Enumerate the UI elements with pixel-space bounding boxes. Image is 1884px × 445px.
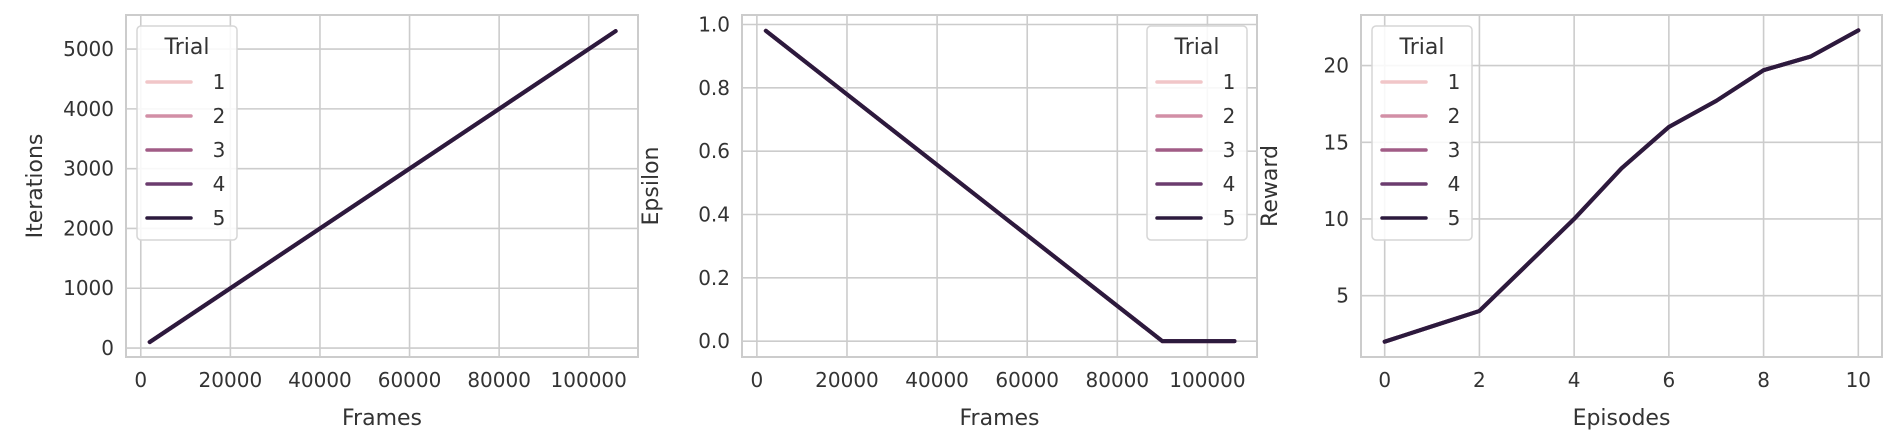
legend-label-trial-1: 1 — [213, 70, 226, 94]
x-tick-label: 20000 — [815, 368, 879, 392]
legend-label-trial-3: 3 — [213, 138, 226, 162]
x-tick-label: 10 — [1846, 368, 1871, 392]
y-tick-label: 1000 — [63, 276, 114, 300]
y-tick-label: 1.0 — [698, 13, 730, 37]
series-line-trial-5 — [1382, 28, 1861, 344]
x-tick-label: 40000 — [288, 368, 352, 392]
x-tick-label: 80000 — [1086, 368, 1150, 392]
x-tick-label: 100000 — [551, 368, 627, 392]
y-tick-label: 5000 — [63, 37, 114, 61]
x-tick-label: 0 — [1378, 368, 1391, 392]
y-tick-label: 0 — [101, 336, 114, 360]
y-tick-label: 0.8 — [698, 76, 730, 100]
y-tick-label: 10 — [1324, 207, 1349, 231]
legend-title: Trial — [1399, 35, 1445, 60]
legend-title: Trial — [1174, 35, 1220, 60]
legend-label-trial-3: 3 — [1223, 138, 1236, 162]
plot-frame — [125, 14, 639, 358]
legend-box — [1146, 25, 1248, 241]
y-tick-label: 0.0 — [698, 329, 730, 353]
plot-frame — [741, 14, 1258, 358]
legend-label-trial-1: 1 — [1448, 70, 1461, 94]
y-tick-label: 2000 — [63, 216, 114, 240]
y-axis-label: Epsilon — [639, 147, 664, 226]
legend-label-trial-4: 4 — [1223, 172, 1236, 196]
legend-title: Trial — [164, 35, 210, 60]
x-axis-label: Frames — [342, 406, 422, 431]
x-tick-label: 4 — [1568, 368, 1581, 392]
x-axis-label: Episodes — [1573, 406, 1671, 431]
y-tick-label: 0.2 — [698, 266, 730, 290]
legend-label-trial-5: 5 — [213, 206, 226, 230]
series-line-trial-5 — [147, 29, 618, 345]
x-tick-label: 6 — [1662, 368, 1675, 392]
y-tick-label: 3000 — [63, 157, 114, 181]
legend-box — [136, 25, 238, 241]
legend-label-trial-2: 2 — [213, 104, 226, 128]
legend-box — [1371, 25, 1473, 241]
x-axis-label: Frames — [959, 406, 1039, 431]
legend-label-trial-5: 5 — [1223, 206, 1236, 230]
series-line-trial-5 — [763, 28, 1237, 344]
legend-label-trial-5: 5 — [1448, 206, 1461, 230]
y-tick-label: 15 — [1324, 130, 1349, 154]
x-tick-label: 8 — [1757, 368, 1770, 392]
legend-label-trial-2: 2 — [1223, 104, 1236, 128]
legend-label-trial-4: 4 — [213, 172, 226, 196]
x-tick-label: 0 — [751, 368, 764, 392]
y-tick-label: 0.4 — [698, 203, 730, 227]
x-tick-label: 60000 — [995, 368, 1059, 392]
x-tick-label: 80000 — [467, 368, 531, 392]
legend-label-trial-2: 2 — [1448, 104, 1461, 128]
x-tick-label: 0 — [134, 368, 147, 392]
y-tick-label: 5 — [1336, 284, 1349, 308]
x-tick-label: 20000 — [199, 368, 263, 392]
chart-panel-2: 0 20000 40000 60000 80000 100000 0.0 0.2 0.4 0.6 0… — [639, 13, 1258, 431]
y-tick-label: 4000 — [63, 97, 114, 121]
y-axis-label: Iterations — [23, 134, 48, 239]
x-tick-label: 60000 — [378, 368, 442, 392]
y-axis-label: Reward — [1258, 145, 1283, 227]
legend-label-trial-3: 3 — [1448, 138, 1461, 162]
y-tick-label: 20 — [1324, 54, 1349, 78]
x-tick-label: 40000 — [905, 368, 969, 392]
plot-frame — [1360, 14, 1883, 358]
x-tick-label: 100000 — [1169, 368, 1245, 392]
x-tick-label: 2 — [1473, 368, 1486, 392]
legend-label-trial-4: 4 — [1448, 172, 1461, 196]
legend-label-trial-1: 1 — [1223, 70, 1236, 94]
chart-panel-1: 0 20000 40000 60000 80000 100000 0 1000 2000 3000… — [23, 14, 639, 431]
y-tick-label: 0.6 — [698, 139, 730, 163]
